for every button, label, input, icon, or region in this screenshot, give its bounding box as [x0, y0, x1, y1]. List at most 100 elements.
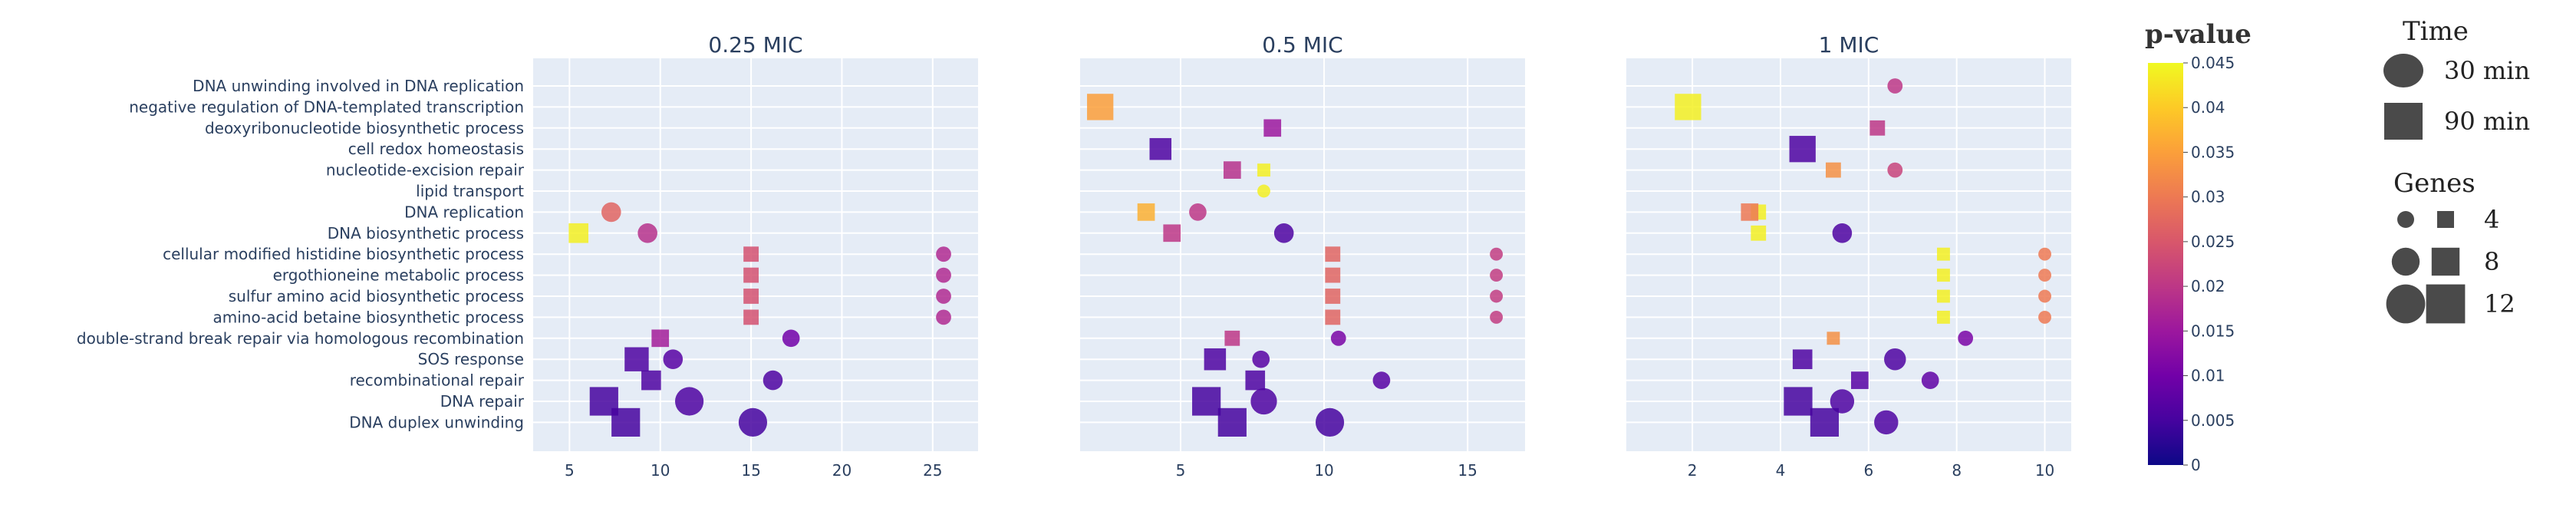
- marker-square-cellular-modified-histidine-biosynthetic-process: [1937, 247, 1950, 261]
- x-tick-label: 15: [741, 461, 760, 480]
- category-label: sulfur amino acid biosynthetic process: [229, 287, 524, 305]
- marker-square-double-strand-break-repair-via-homologous-recombination: [1827, 332, 1840, 345]
- x-tick-label: 4: [1776, 461, 1786, 480]
- category-label: lipid transport: [416, 182, 524, 200]
- marker-square-sos-response: [1204, 348, 1227, 371]
- marker-square-cell-redox-homeostasis: [1149, 137, 1172, 160]
- x-tick-label: 15: [1458, 461, 1477, 480]
- marker-circle-dna-repair: [1250, 388, 1277, 415]
- marker-circle-sulfur-amino-acid-biosynthetic-process: [1490, 289, 1504, 303]
- x-tick-label: 20: [832, 461, 852, 480]
- legend-circle-icon: [2383, 54, 2423, 87]
- marker-square-deoxyribonucleotide-biosynthetic-process: [1869, 120, 1886, 136]
- marker-square-dna-duplex-unwinding: [1810, 407, 1840, 437]
- x-tick-label: 10: [2035, 461, 2054, 480]
- legend-square-size-icon: [2437, 211, 2454, 228]
- marker-square-dna-biosynthetic-process: [1751, 225, 1767, 241]
- legend-square-size-icon: [2431, 247, 2460, 276]
- marker-circle-cellular-modified-histidine-biosynthetic-process: [1490, 247, 1504, 261]
- marker-square-dna-duplex-unwinding: [611, 407, 641, 437]
- marker-circle-recombinational-repair: [1921, 371, 1939, 389]
- shape-size-legend: Time 30 min 90 min Genes 4 8 12: [2383, 16, 2530, 324]
- category-label: cell redox homeostasis: [348, 140, 524, 158]
- marker-square-negative-regulation-of-dna-templated-transcription: [1675, 94, 1701, 120]
- marker-square-sulfur-amino-acid-biosynthetic-process: [1325, 289, 1341, 304]
- marker-circle-cellular-modified-histidine-biosynthetic-process: [936, 246, 951, 262]
- legend-genes-label: 8: [2484, 247, 2499, 276]
- marker-square-amino-acid-betaine-biosynthetic-process: [1937, 310, 1950, 324]
- marker-circle-dna-repair: [1830, 389, 1855, 414]
- marker-circle-lipid-transport: [1257, 184, 1270, 198]
- marker-square-cellular-modified-histidine-biosynthetic-process: [1325, 246, 1341, 262]
- marker-circle-sos-response: [663, 349, 684, 370]
- x-tick-label: 10: [1314, 461, 1333, 480]
- marker-square-sulfur-amino-acid-biosynthetic-process: [743, 289, 759, 304]
- colorbar-tick-label: 0.015: [2191, 322, 2235, 340]
- marker-square-negative-regulation-of-dna-templated-transcription: [1087, 94, 1114, 120]
- marker-square-dna-repair: [1192, 387, 1221, 416]
- marker-circle-amino-acid-betaine-biosynthetic-process: [2038, 310, 2051, 324]
- legend-time-label: 30 min: [2444, 56, 2530, 85]
- panel-title: 0.5 MIC: [1262, 32, 1342, 58]
- marker-circle-dna-biosynthetic-process: [1273, 223, 1294, 243]
- marker-circle-dna-unwinding-involved-in-dna-replication: [1887, 78, 1903, 94]
- panels-layer: 5 10 15 20 25 0.25 MIC 5 10 15 0.5 MIC 2 4 6 8 10 1 MIC: [533, 32, 2071, 480]
- category-label: DNA duplex unwinding: [349, 413, 524, 431]
- panel-1-mic: 2 4 6 8 10 1 MIC: [1626, 32, 2071, 480]
- marker-square-dna-replication: [1741, 203, 1759, 221]
- marker-circle-sulfur-amino-acid-biosynthetic-process: [936, 289, 951, 304]
- marker-square-cell-redox-homeostasis: [1789, 136, 1816, 163]
- panel-0-5-mic: 5 10 15 0.5 MIC: [1080, 32, 1525, 480]
- legend-genes-label: 12: [2484, 289, 2515, 318]
- category-labels: DNA unwinding involved in DNA replicatio…: [77, 77, 525, 431]
- marker-circle-sos-response: [1252, 350, 1270, 368]
- marker-circle-dna-replication: [1189, 203, 1207, 221]
- marker-square-amino-acid-betaine-biosynthetic-process: [743, 309, 759, 325]
- marker-circle-ergothioneine-metabolic-process: [936, 267, 951, 283]
- x-tick-label: 10: [651, 461, 670, 480]
- marker-square-cellular-modified-histidine-biosynthetic-process: [743, 246, 759, 262]
- colorbar-gradient: [2148, 63, 2183, 465]
- marker-square-recombinational-repair: [1851, 371, 1869, 389]
- marker-square-dna-biosynthetic-process: [1163, 224, 1181, 242]
- marker-circle-sulfur-amino-acid-biosynthetic-process: [2038, 289, 2051, 303]
- legend-circle-size-icon: [2397, 211, 2414, 228]
- legend-square-icon: [2384, 103, 2423, 140]
- marker-circle-double-strand-break-repair-via-homologous-recombination: [1958, 330, 1974, 346]
- panel-0-25-mic: 5 10 15 20 25 0.25 MIC: [533, 32, 978, 480]
- panel-title: 1 MIC: [1819, 32, 1879, 58]
- marker-circle-dna-duplex-unwinding: [738, 407, 768, 437]
- colorbar-tick-label: 0.025: [2191, 233, 2235, 251]
- marker-square-nucleotide-excision-repair: [1257, 163, 1270, 177]
- legend-circle-size-icon: [2386, 284, 2426, 324]
- category-label: SOS response: [418, 350, 524, 368]
- category-label: DNA biosynthetic process: [328, 224, 524, 242]
- marker-square-nucleotide-excision-repair: [1223, 161, 1241, 179]
- x-tick-label: 6: [1863, 461, 1873, 480]
- marker-circle-amino-acid-betaine-biosynthetic-process: [1490, 310, 1504, 324]
- category-label: DNA repair: [440, 392, 525, 411]
- marker-circle-nucleotide-excision-repair: [1887, 162, 1903, 178]
- marker-circle-dna-duplex-unwinding: [1874, 410, 1899, 435]
- marker-square-dna-replication: [1137, 203, 1155, 221]
- marker-circle-dna-replication: [601, 202, 621, 223]
- legend-time-title: Time: [2403, 16, 2469, 47]
- colorbar-tick-label: 0.01: [2191, 367, 2225, 385]
- colorbar-tick-label: 0: [2191, 456, 2201, 474]
- category-label: recombinational repair: [350, 371, 525, 390]
- marker-square-deoxyribonucleotide-biosynthetic-process: [1263, 119, 1282, 137]
- category-label: cellular modified histidine biosynthetic…: [163, 245, 524, 263]
- marker-square-double-strand-break-repair-via-homologous-recombination: [651, 329, 670, 348]
- marker-circle-recombinational-repair: [1372, 371, 1391, 389]
- marker-square-sos-response: [624, 347, 649, 371]
- category-label: deoxyribonucleotide biosynthetic process: [205, 119, 524, 137]
- colorbar-tick-label: 0.035: [2191, 143, 2235, 161]
- colorbar-tick-label: 0.045: [2191, 54, 2235, 72]
- marker-square-ergothioneine-metabolic-process: [743, 267, 759, 283]
- marker-circle-dna-biosynthetic-process: [1832, 223, 1853, 243]
- marker-square-sulfur-amino-acid-biosynthetic-process: [1937, 289, 1950, 303]
- colorbar-tick-label: 0.005: [2191, 411, 2235, 430]
- marker-circle-double-strand-break-repair-via-homologous-recombination: [1330, 330, 1346, 346]
- marker-circle-dna-repair: [674, 387, 704, 416]
